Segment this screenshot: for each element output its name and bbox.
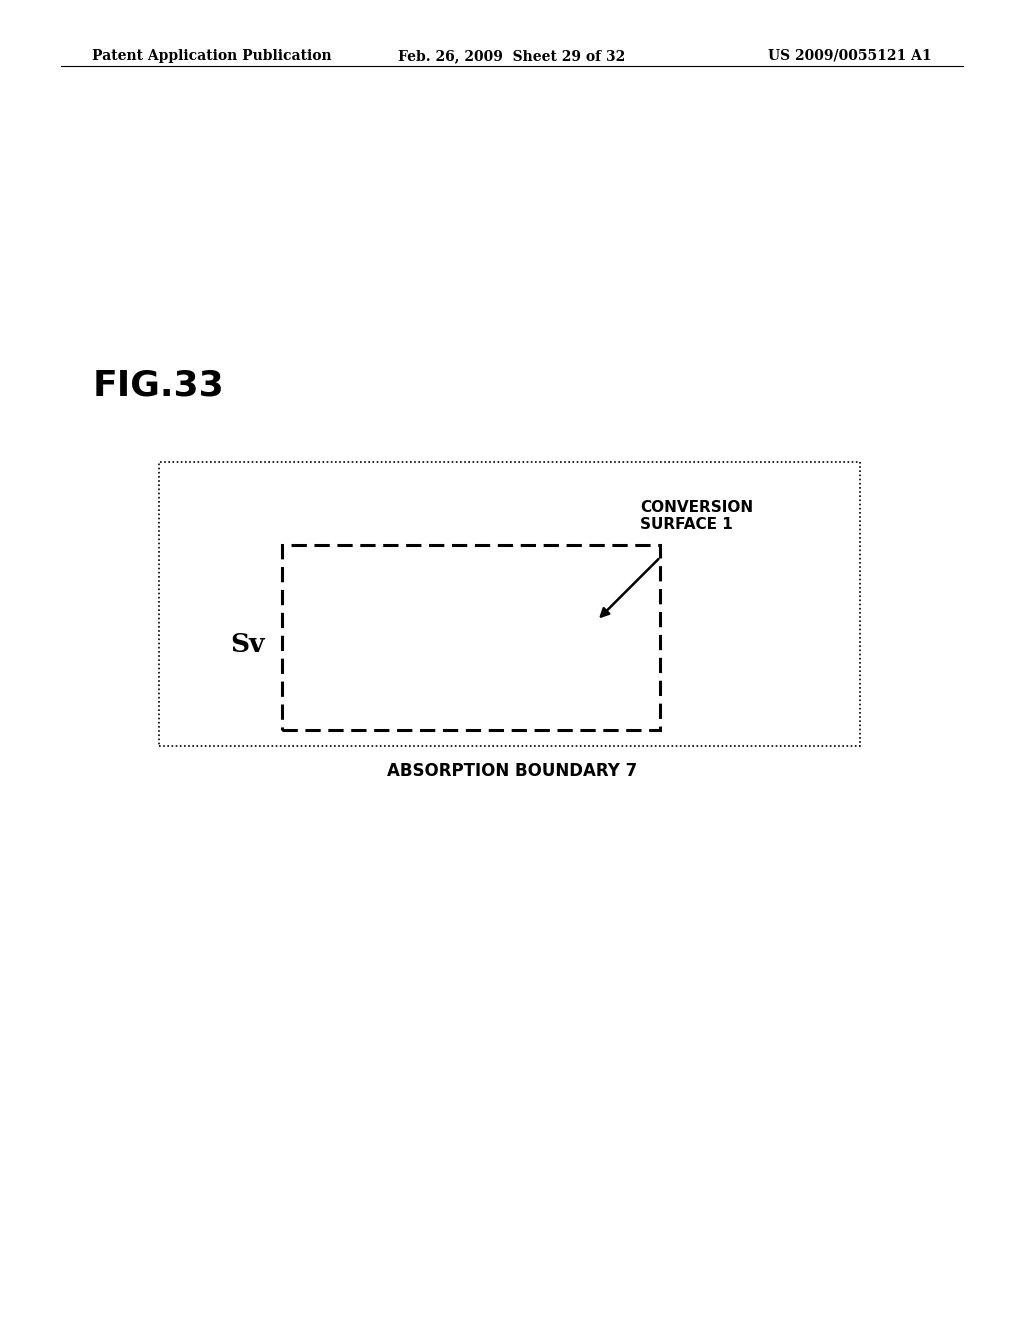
Bar (159, 462, 860, 746)
Text: FIG.33: FIG.33 (92, 368, 224, 403)
Text: US 2009/0055121 A1: US 2009/0055121 A1 (768, 49, 932, 63)
Bar (282, 545, 660, 730)
Text: ABSORPTION BOUNDARY 7: ABSORPTION BOUNDARY 7 (387, 762, 637, 780)
Text: Feb. 26, 2009  Sheet 29 of 32: Feb. 26, 2009 Sheet 29 of 32 (398, 49, 626, 63)
Text: Sv: Sv (230, 632, 265, 656)
Text: CONVERSION
SURFACE 1: CONVERSION SURFACE 1 (640, 499, 753, 532)
Text: Patent Application Publication: Patent Application Publication (92, 49, 332, 63)
